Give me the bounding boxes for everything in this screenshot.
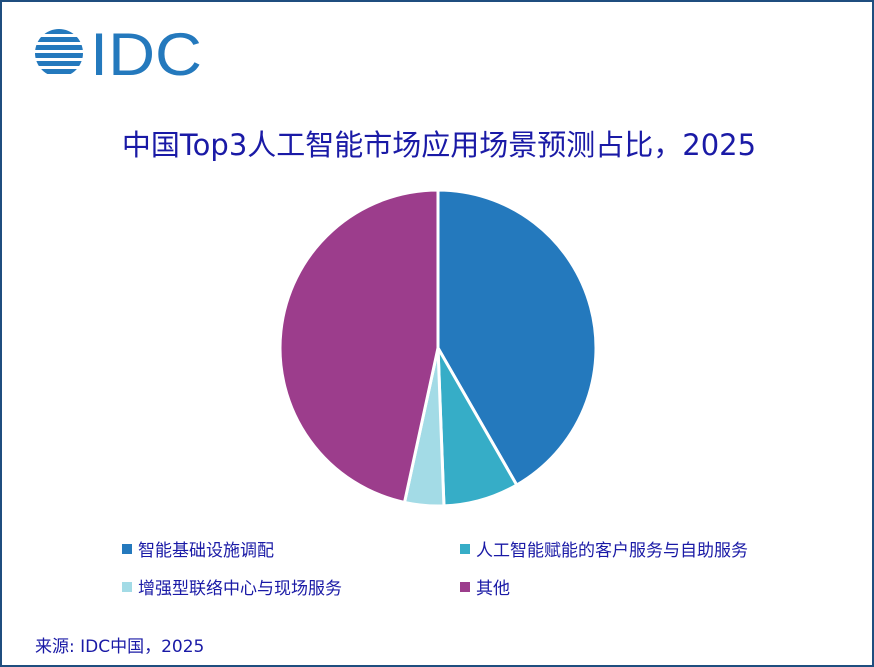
source-note: 来源: IDC中国，2025	[35, 637, 205, 657]
legend-swatch	[460, 543, 470, 554]
legend-label: 人工智能赋能的客户服务与自助服务	[476, 541, 748, 561]
legend-swatch	[122, 543, 132, 554]
svg-text:IDC: IDC	[90, 28, 202, 78]
legend-label: 智能基础设施调配	[138, 541, 274, 561]
legend-swatch	[122, 581, 132, 592]
legend-item-infrastructure: 智能基础设施调配	[122, 536, 274, 561]
pie-chart	[278, 188, 598, 508]
legend-item-contact-center: 增强型联络中心与现场服务	[122, 574, 342, 599]
pie-slice	[278, 188, 440, 504]
legend-item-other: 其他	[460, 574, 510, 599]
pie-slice	[436, 188, 598, 487]
legend-label: 其他	[476, 579, 510, 599]
legend-label: 增强型联络中心与现场服务	[138, 579, 342, 599]
idc-globe-icon: IDC	[35, 28, 202, 78]
idc-logo: IDC	[34, 28, 204, 78]
legend-item-customer-service: 人工智能赋能的客户服务与自助服务	[460, 536, 748, 561]
chart-title: 中国Top3人工智能市场应用场景预测占比，2025	[121, 128, 757, 162]
legend-swatch	[460, 581, 470, 592]
